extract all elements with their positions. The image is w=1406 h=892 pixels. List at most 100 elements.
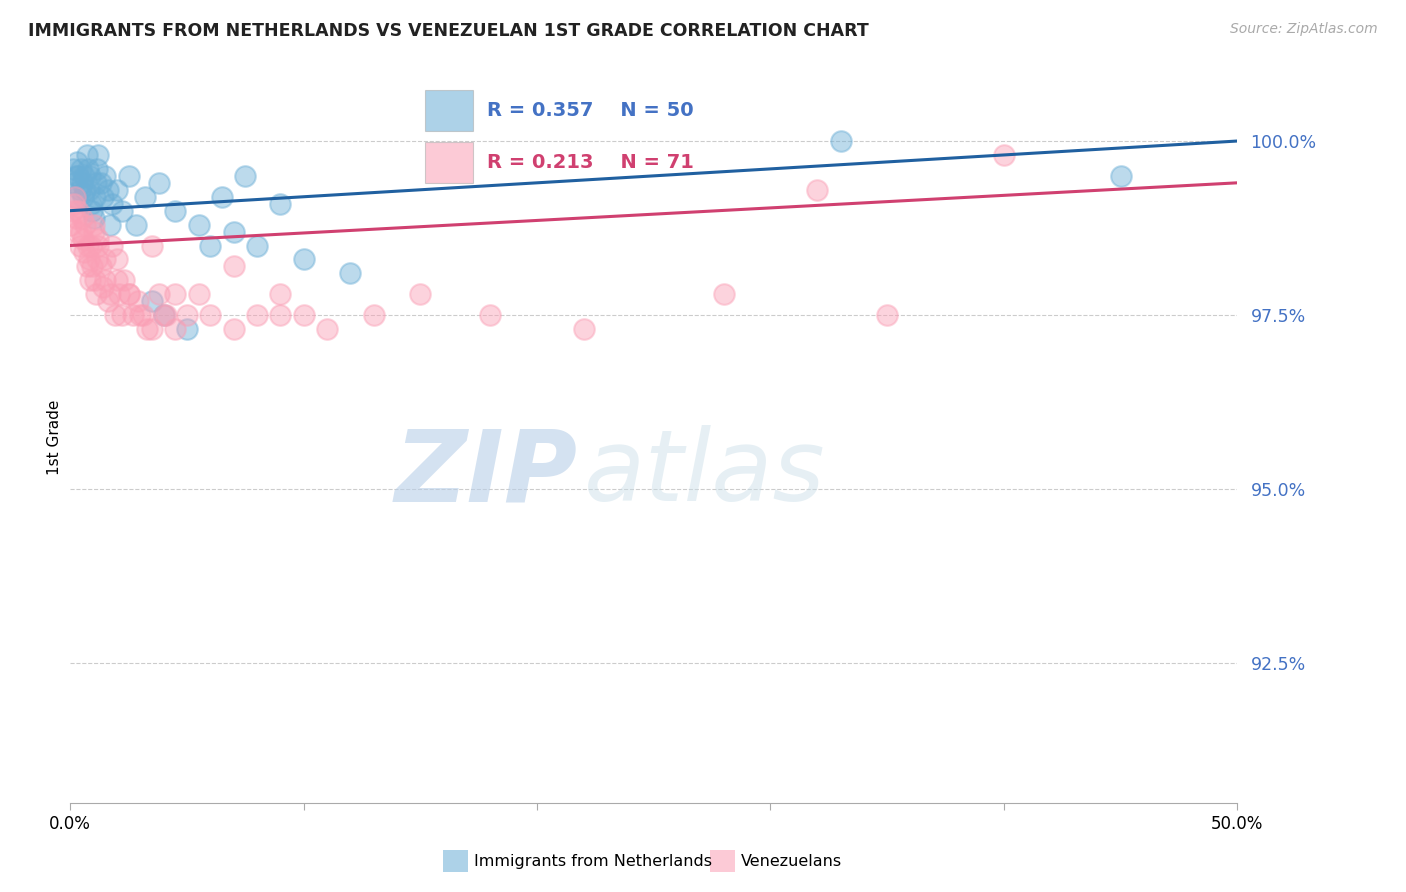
Point: [70, 211, 93, 225]
Point: [105, 273, 128, 287]
Point: [87, 231, 110, 245]
Point: [90, 176, 112, 190]
Point: [83, 273, 105, 287]
Text: ZIP: ZIP: [395, 425, 578, 522]
Point: [292, 252, 315, 267]
Point: [131, 308, 153, 322]
Point: [63, 190, 86, 204]
Point: [62, 176, 84, 190]
Point: [79, 273, 101, 287]
Point: [118, 287, 141, 301]
Point: [73, 245, 96, 260]
Point: [269, 196, 291, 211]
Point: [111, 203, 134, 218]
Point: [176, 322, 198, 336]
Point: [77, 252, 100, 267]
Point: [83, 225, 105, 239]
Point: [269, 308, 291, 322]
Point: [339, 266, 361, 280]
Point: [76, 238, 98, 252]
Point: [993, 148, 1015, 162]
Point: [84, 287, 107, 301]
Point: [830, 134, 852, 148]
Point: [62, 161, 84, 176]
Text: Immigrants from Netherlands: Immigrants from Netherlands: [474, 855, 711, 869]
Point: [72, 231, 94, 245]
Point: [1109, 169, 1132, 183]
Point: [152, 308, 174, 322]
Point: [112, 273, 135, 287]
Point: [94, 252, 117, 267]
Text: Source: ZipAtlas.com: Source: ZipAtlas.com: [1230, 22, 1378, 37]
Point: [104, 308, 127, 322]
Text: Venezuelans: Venezuelans: [741, 855, 842, 869]
Point: [98, 218, 121, 232]
Point: [876, 308, 898, 322]
Point: [80, 196, 103, 211]
Point: [83, 218, 105, 232]
Point: [66, 225, 89, 239]
Point: [91, 190, 114, 204]
Point: [572, 322, 595, 336]
Point: [222, 322, 245, 336]
Point: [108, 287, 131, 301]
Point: [101, 238, 124, 252]
Point: [94, 273, 117, 287]
Point: [101, 196, 124, 211]
Point: [165, 322, 187, 336]
Point: [66, 155, 89, 169]
Text: atlas: atlas: [583, 425, 825, 522]
Point: [479, 308, 502, 322]
Point: [105, 183, 128, 197]
Point: [200, 238, 222, 252]
Point: [233, 169, 256, 183]
Point: [165, 287, 187, 301]
Point: [86, 252, 108, 267]
Point: [62, 196, 84, 211]
Point: [87, 148, 110, 162]
Point: [118, 287, 141, 301]
Point: [72, 190, 94, 204]
Point: [134, 190, 156, 204]
Text: IMMIGRANTS FROM NETHERLANDS VS VENEZUELAN 1ST GRADE CORRELATION CHART: IMMIGRANTS FROM NETHERLANDS VS VENEZUELA…: [28, 22, 869, 40]
Point: [76, 148, 98, 162]
Point: [136, 322, 159, 336]
Point: [63, 190, 86, 204]
Point: [148, 287, 170, 301]
Point: [70, 176, 93, 190]
Point: [82, 203, 104, 218]
Point: [69, 183, 91, 197]
Point: [65, 211, 87, 225]
Point: [83, 190, 105, 204]
Point: [363, 308, 385, 322]
Point: [65, 169, 87, 183]
Point: [94, 169, 117, 183]
Point: [141, 238, 163, 252]
Point: [246, 308, 269, 322]
Point: [91, 280, 114, 294]
Point: [129, 308, 152, 322]
Point: [222, 225, 245, 239]
Point: [269, 287, 291, 301]
Point: [246, 238, 269, 252]
Point: [82, 260, 104, 274]
Point: [77, 183, 100, 197]
Point: [141, 294, 163, 309]
Point: [211, 190, 233, 204]
Point: [141, 322, 163, 336]
Point: [122, 308, 145, 322]
Point: [409, 287, 432, 301]
Point: [187, 218, 209, 232]
Point: [75, 218, 97, 232]
Point: [73, 169, 96, 183]
Point: [713, 287, 735, 301]
Point: [127, 294, 149, 309]
Point: [148, 176, 170, 190]
Point: [90, 260, 112, 274]
Point: [98, 287, 121, 301]
Point: [97, 183, 120, 197]
Point: [187, 287, 209, 301]
Point: [75, 183, 97, 197]
Point: [105, 252, 128, 267]
Point: [67, 203, 90, 218]
